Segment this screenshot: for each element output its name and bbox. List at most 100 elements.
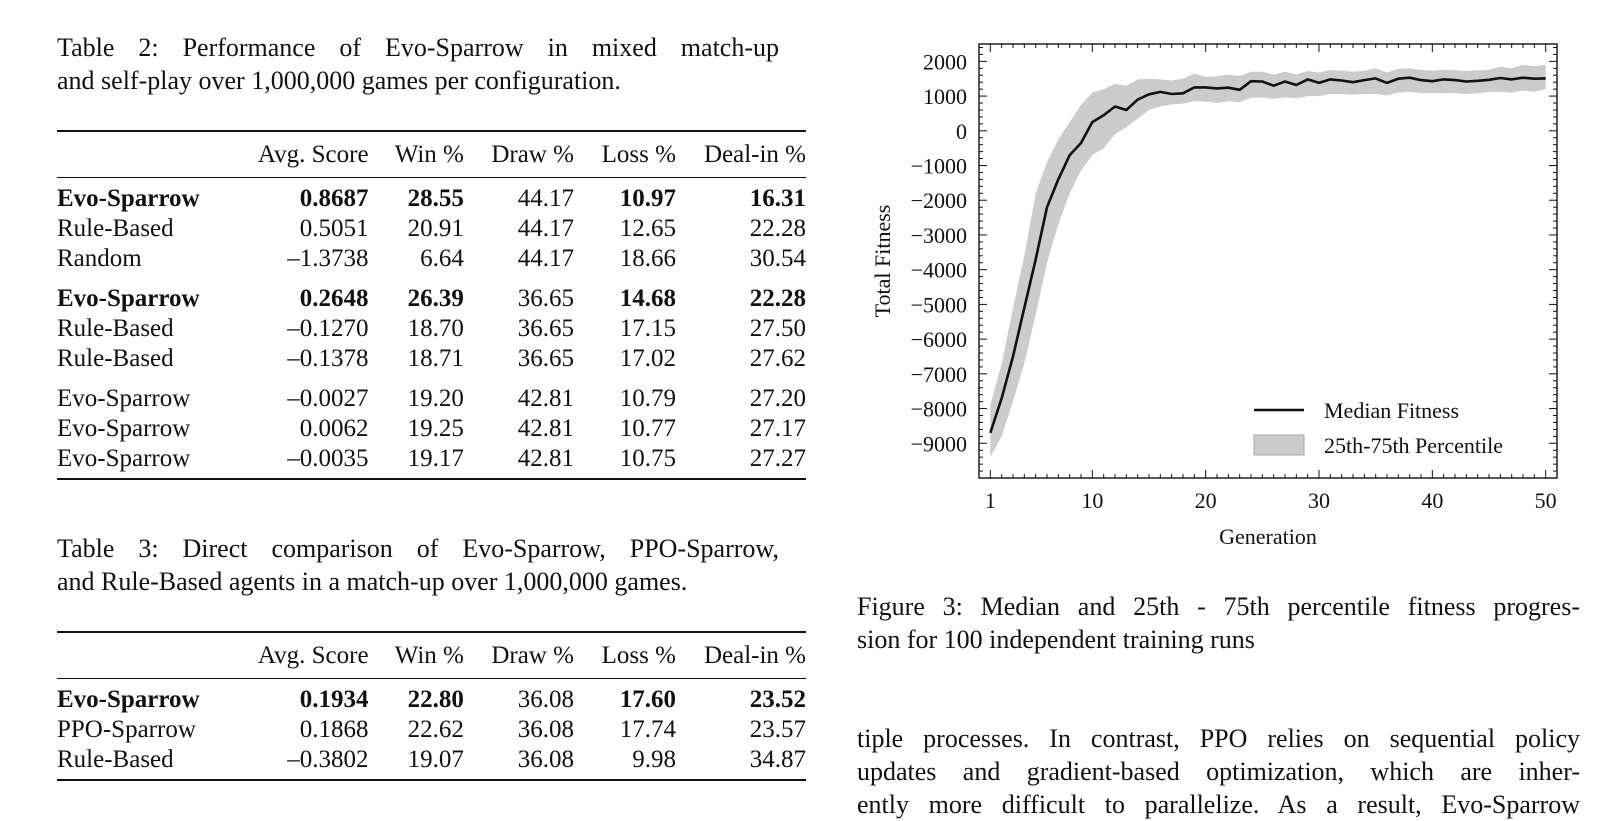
- figure3-caption-line: Figure 3: Median and 25th - 75th percent…: [857, 592, 1580, 621]
- column-header: Loss %: [601, 141, 676, 168]
- column-header: Win %: [394, 642, 464, 669]
- avg-score: 0.8687: [299, 185, 369, 212]
- avg-score: –0.0035: [287, 445, 369, 472]
- draw-pct: 42.81: [517, 415, 574, 442]
- dealin-pct: 27.62: [749, 345, 806, 372]
- table-row: Evo-Sparrow 0.2648 26.39 36.65 14.68 22.…: [57, 278, 806, 314]
- avg-score: 0.0062: [299, 415, 369, 442]
- agent-name: Random: [57, 245, 142, 272]
- table-row: Evo-Sparrow 0.8687 28.55 44.17 10.97 16.…: [57, 178, 806, 215]
- column-header: Draw %: [491, 642, 574, 669]
- table-row-group: Evo-Sparrow 0.2648 26.39 36.65 14.68 22.…: [57, 278, 806, 378]
- x-tick-label: 40: [1421, 488, 1443, 513]
- win-pct: 19.17: [407, 445, 464, 472]
- y-tick-label: 1000: [923, 84, 967, 109]
- loss-pct: 17.60: [619, 686, 676, 713]
- avg-score: 0.1934: [299, 686, 369, 713]
- table3-caption: Table 3: Direct comparison of Evo-Sparro…: [57, 532, 779, 598]
- draw-pct: 42.81: [517, 445, 574, 472]
- dealin-pct: 27.50: [749, 315, 806, 342]
- avg-score: –0.0027: [287, 385, 369, 412]
- table-row: Rule-Based –0.1378 18.71 36.65 17.02 27.…: [57, 344, 806, 378]
- draw-pct: 36.65: [517, 285, 574, 312]
- column-header: [57, 131, 223, 178]
- table-row-group: Evo-Sparrow 0.8687 28.55 44.17 10.97 16.…: [57, 178, 806, 279]
- y-tick-label: −6000: [911, 327, 967, 352]
- agent-name: Evo-Sparrow: [57, 445, 191, 472]
- win-pct: 20.91: [407, 215, 464, 242]
- win-pct: 22.80: [407, 686, 464, 713]
- win-pct: 19.07: [407, 746, 464, 773]
- table-header-row: Avg. Score Win % Draw % Loss % Deal-in %: [57, 632, 806, 679]
- median-line: [989, 76, 1546, 434]
- dealin-pct: 30.54: [749, 245, 806, 272]
- agent-name: PPO-Sparrow: [57, 716, 196, 743]
- table-header-row: Avg. Score Win % Draw % Loss % Deal-in %: [57, 131, 806, 178]
- x-tick-label: 1: [985, 488, 996, 513]
- column-header: Loss %: [601, 642, 676, 669]
- win-pct: 19.20: [407, 385, 464, 412]
- agent-name: Rule-Based: [57, 215, 174, 242]
- loss-pct: 14.68: [619, 285, 676, 312]
- agent-name: Evo-Sparrow: [57, 285, 200, 312]
- column-header: Deal-in %: [703, 642, 806, 669]
- agent-name: Evo-Sparrow: [57, 415, 191, 442]
- x-tick-label: 50: [1535, 488, 1557, 513]
- body-paragraph: tiple processes. In contrast, PPO relies…: [857, 722, 1580, 821]
- table2-caption-line: and self-play over 1,000,000 games per c…: [57, 66, 621, 95]
- x-axis-label: Generation: [1219, 524, 1317, 549]
- table2-caption-line: Table 2: Performance of Evo-Sparrow in m…: [57, 33, 779, 62]
- loss-pct: 12.65: [619, 215, 676, 242]
- dealin-pct: 27.27: [749, 445, 806, 472]
- loss-pct: 10.97: [619, 185, 676, 212]
- avg-score: 0.1868: [299, 716, 369, 743]
- win-pct: 26.39: [407, 285, 464, 312]
- dealin-pct: 22.28: [749, 285, 806, 312]
- agent-name: Rule-Based: [57, 746, 174, 773]
- legend-band-label: 25th-75th Percentile: [1324, 433, 1503, 458]
- draw-pct: 44.17: [517, 185, 574, 212]
- y-axis-label: Total Fitness: [870, 205, 895, 318]
- column-header: Avg. Score: [257, 141, 369, 168]
- draw-pct: 36.65: [517, 345, 574, 372]
- table3: Avg. Score Win % Draw % Loss % Deal-in %…: [57, 631, 806, 781]
- y-tick-label: −1000: [911, 154, 967, 179]
- body-text-line: tiple processes. In contrast, PPO relies…: [857, 724, 1580, 753]
- x-tick-label: 20: [1195, 488, 1217, 513]
- agent-name: Rule-Based: [57, 345, 174, 372]
- y-tick-label: −4000: [911, 258, 967, 283]
- draw-pct: 36.08: [517, 716, 574, 743]
- dealin-pct: 34.87: [749, 746, 806, 773]
- avg-score: 0.2648: [299, 285, 369, 312]
- y-tick-label: −2000: [911, 188, 967, 213]
- column-header: [57, 632, 223, 679]
- x-tick-label: 10: [1081, 488, 1103, 513]
- y-tick-label: −9000: [911, 431, 967, 456]
- figure3-caption: Figure 3: Median and 25th - 75th percent…: [857, 590, 1580, 656]
- table-row: Evo-Sparrow –0.0035 19.17 42.81 10.75 27…: [57, 444, 806, 479]
- avg-score: 0.5051: [299, 215, 369, 242]
- y-tick-label: −7000: [911, 362, 967, 387]
- win-pct: 19.25: [407, 415, 464, 442]
- y-tick-label: −5000: [911, 292, 967, 317]
- win-pct: 28.55: [407, 185, 464, 212]
- table3-caption-line: Table 3: Direct comparison of Evo-Sparro…: [57, 534, 779, 563]
- table2: Avg. Score Win % Draw % Loss % Deal-in %…: [57, 130, 806, 480]
- draw-pct: 42.81: [517, 385, 574, 412]
- dealin-pct: 23.57: [749, 716, 806, 743]
- loss-pct: 18.66: [619, 245, 676, 272]
- draw-pct: 44.17: [517, 245, 574, 272]
- loss-pct: 17.15: [619, 315, 676, 342]
- legend-median-label: Median Fitness: [1324, 398, 1459, 423]
- loss-pct: 10.75: [619, 445, 676, 472]
- column-header: Deal-in %: [703, 141, 806, 168]
- body-text-line: updates and gradient-based optimization,…: [857, 757, 1580, 786]
- dealin-pct: 16.31: [749, 185, 806, 212]
- dealin-pct: 22.28: [749, 215, 806, 242]
- table-row-group: Evo-Sparrow –0.0027 19.20 42.81 10.79 27…: [57, 378, 806, 479]
- plot-frame: [978, 43, 1558, 479]
- y-tick-label: −3000: [911, 223, 967, 248]
- column-header: Win %: [394, 141, 464, 168]
- loss-pct: 17.02: [619, 345, 676, 372]
- percentile-band: [990, 64, 1546, 458]
